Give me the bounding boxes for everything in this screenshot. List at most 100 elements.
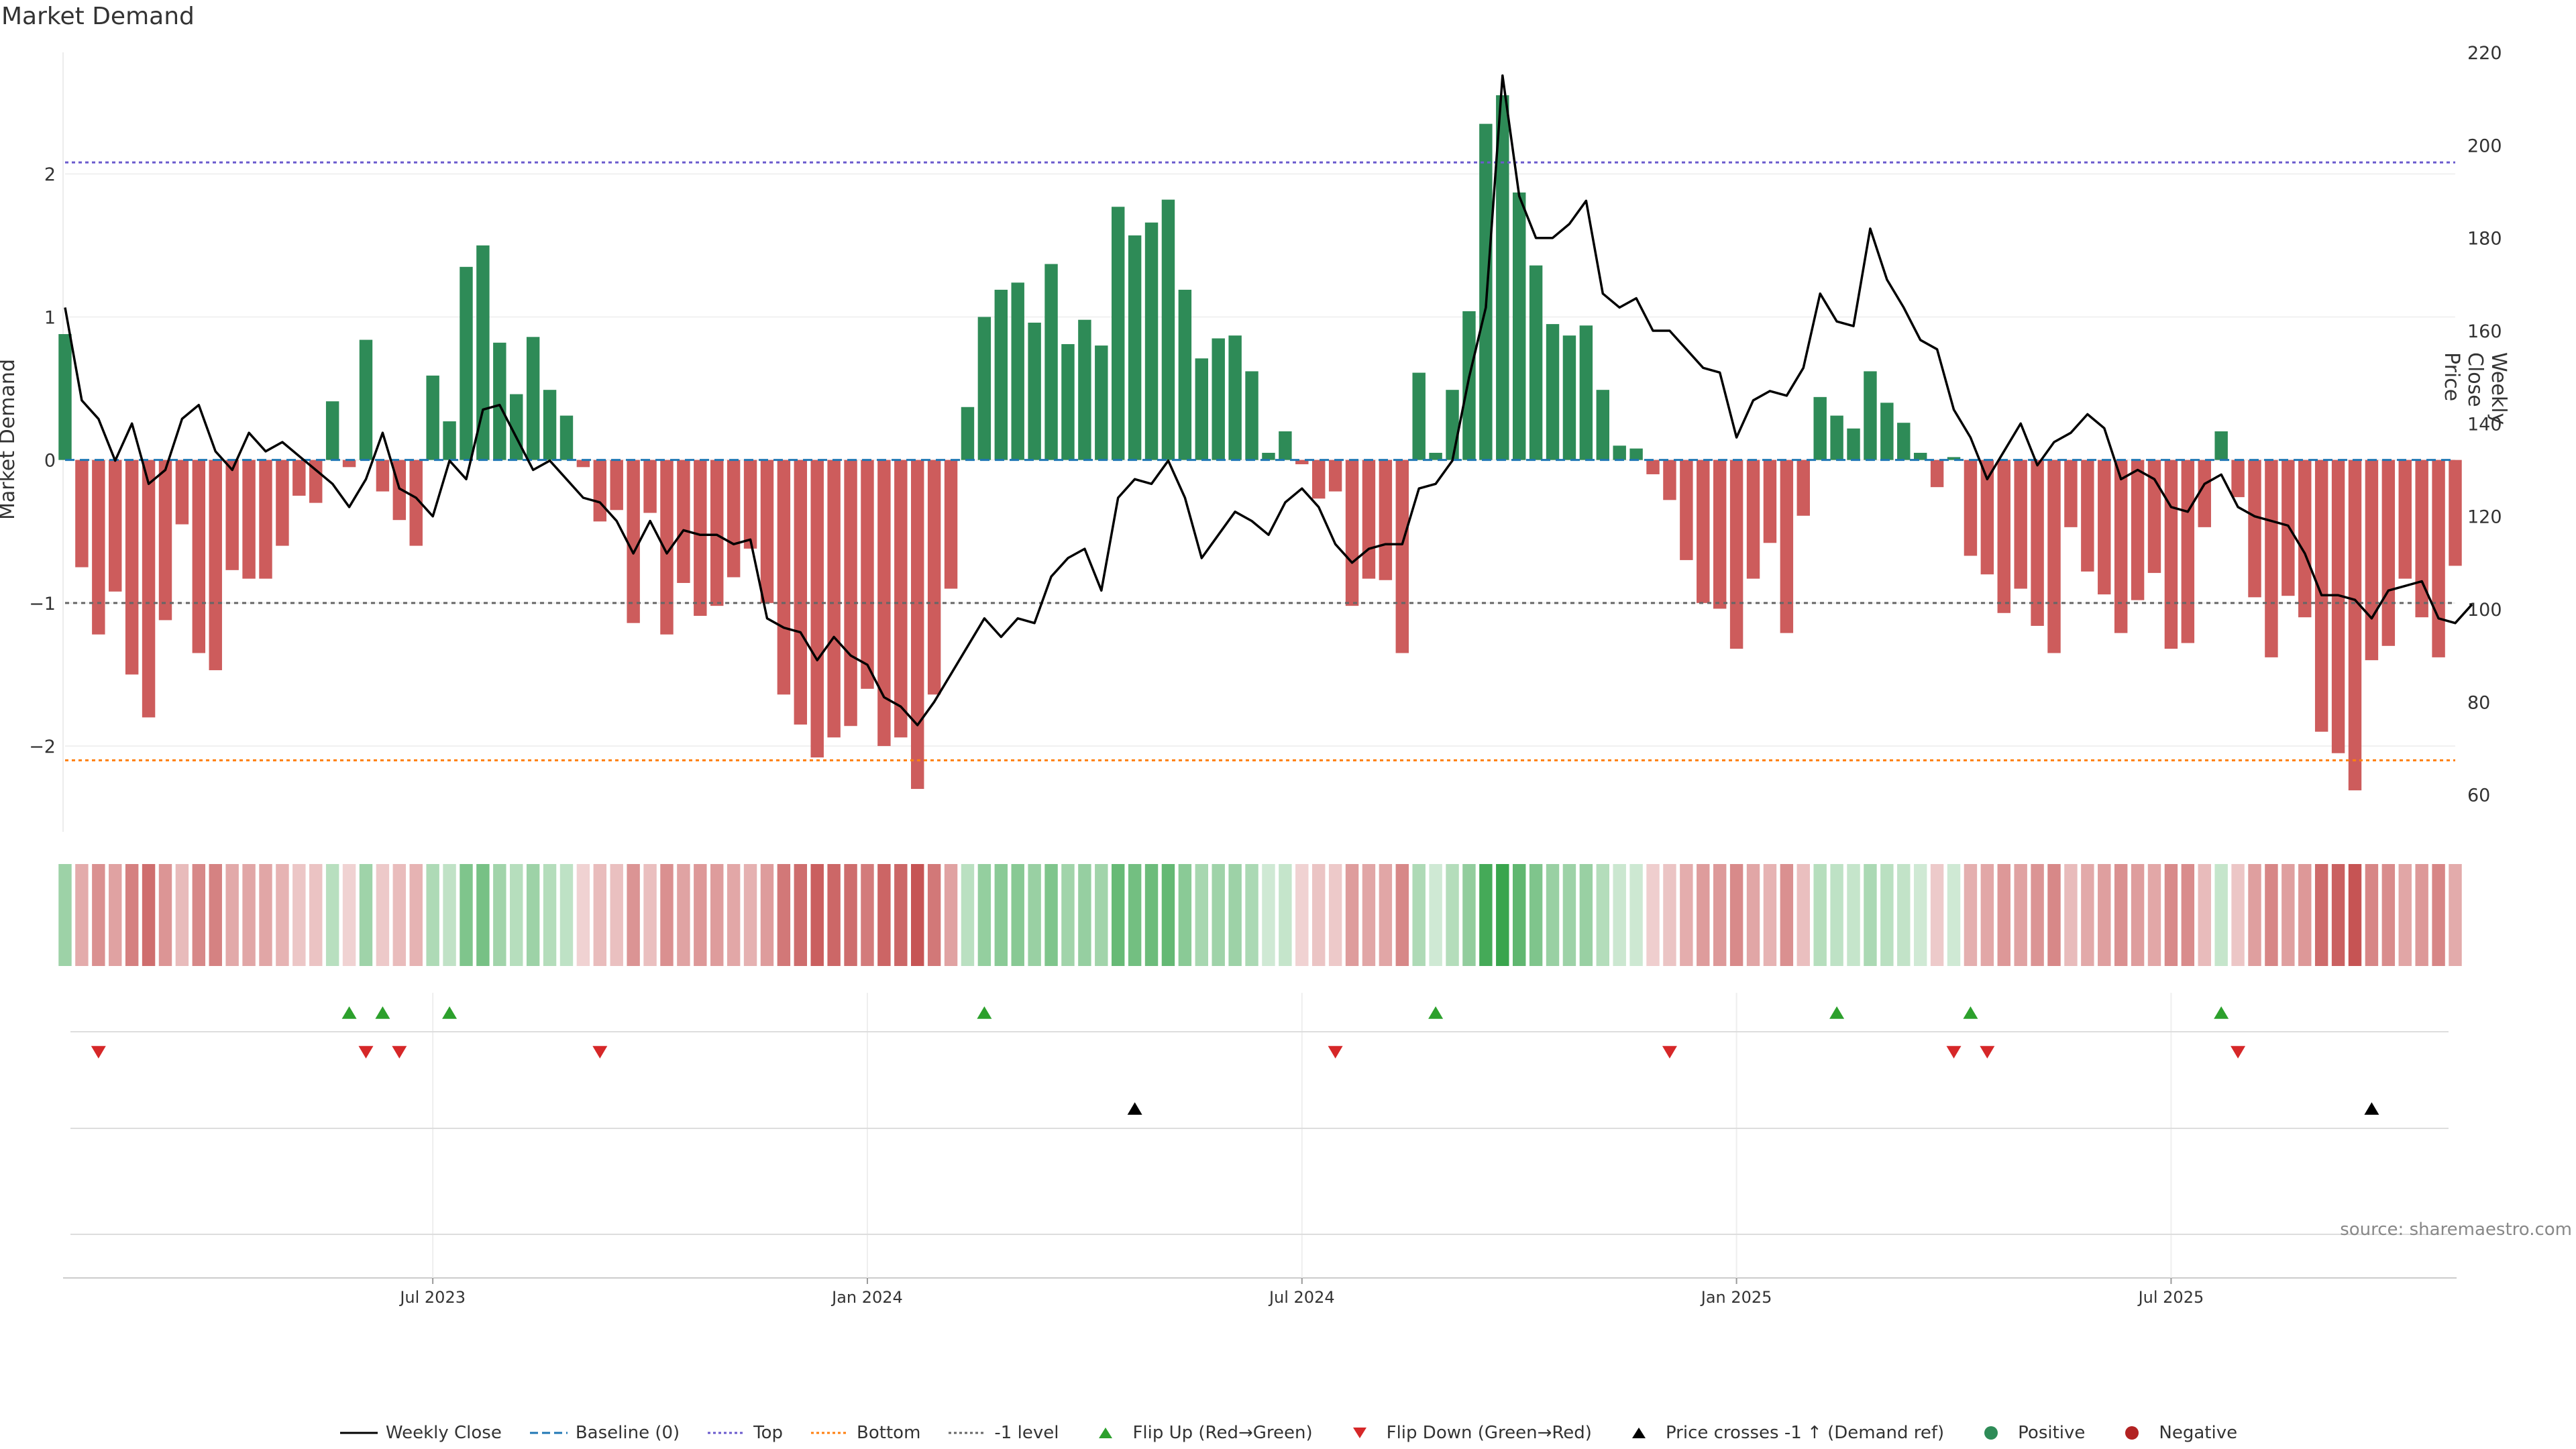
demand-heat-cell (559, 864, 574, 966)
demand-bar (1161, 199, 1175, 460)
demand-bar (2298, 460, 2312, 618)
demand-heat-cell (1446, 864, 1459, 966)
demand-heat-cell (2164, 864, 2178, 966)
demand-bar (276, 460, 289, 546)
x-tick-label: Jan 2025 (1700, 1288, 1772, 1307)
demand-heat-cell (510, 864, 523, 966)
demand-bar (175, 460, 189, 525)
demand-bar (1997, 460, 2010, 613)
demand-heat-cell (359, 864, 373, 966)
demand-heat-cell (2365, 864, 2379, 966)
demand-bar (58, 334, 72, 460)
demand-bar (660, 460, 674, 635)
demand-heat-cell (844, 864, 857, 966)
demand-heat-cell (827, 864, 841, 966)
demand-bar (1262, 452, 1275, 460)
demand-heat-cell (1596, 864, 1609, 966)
legend-item: Baseline (0) (529, 1423, 680, 1443)
demand-heat-cell (1930, 864, 1944, 966)
legend-symbol-icon (1352, 1428, 1366, 1438)
demand-heat-cell (1496, 864, 1509, 966)
demand-heat-cell (877, 864, 891, 966)
demand-bar (225, 460, 239, 570)
demand-heat-cell (1830, 864, 1843, 966)
demand-bar (559, 415, 574, 460)
demand-heat-cell (1847, 864, 1860, 966)
flip-down-marker (1946, 1046, 1962, 1059)
flip-down-marker (592, 1046, 608, 1059)
demand-heat-cell (1212, 864, 1225, 966)
demand-bar (810, 460, 824, 758)
demand-bar (1245, 371, 1258, 460)
demand-heat-cell (209, 864, 222, 966)
demand-bar (1011, 282, 1024, 460)
y2-tick-label: 100 (2467, 600, 2502, 621)
legend-item: Top (706, 1423, 783, 1443)
demand-bar (376, 460, 390, 492)
demand-heat-cell (1646, 864, 1660, 966)
demand-heat-cell (58, 864, 72, 966)
demand-bar (1697, 460, 1710, 603)
demand-bar (2432, 460, 2445, 657)
demand-bar (1228, 335, 1242, 460)
demand-bar (2449, 460, 2462, 566)
demand-bar (2098, 460, 2111, 595)
y2-tick-label: 220 (2467, 43, 2502, 64)
demand-heat-cell (911, 864, 924, 966)
demand-heat-cell (2114, 864, 2128, 966)
demand-heat-cell (1044, 864, 1058, 966)
legend-label: Baseline (0) (575, 1422, 680, 1443)
demand-bar (1078, 319, 1091, 460)
demand-heat-cell (743, 864, 757, 966)
demand-heat-cell (2031, 864, 2044, 966)
demand-heat-cell (2181, 864, 2195, 966)
legend-symbol-icon (1099, 1428, 1113, 1438)
demand-bar (75, 460, 89, 568)
demand-bar (2331, 460, 2345, 753)
demand-bar (1028, 322, 1041, 460)
demand-bar (1128, 235, 1142, 460)
demand-bar (961, 407, 975, 460)
demand-heat-cell (1997, 864, 2010, 966)
demand-heat-cell (660, 864, 674, 966)
demand-heat-cell (292, 864, 306, 966)
demand-bar (1713, 460, 1727, 609)
demand-heat-cell (1078, 864, 1091, 966)
demand-bar (359, 339, 373, 460)
demand-heat-cell (1395, 864, 1409, 966)
demand-heat-cell (259, 864, 272, 966)
demand-heat-cell (643, 864, 657, 966)
demand-heat-cell (175, 864, 189, 966)
demand-heat-cell (1311, 864, 1326, 966)
demand-heat-cell (2331, 864, 2345, 966)
demand-heat-cell (1279, 864, 1292, 966)
demand-heat-cell (2198, 864, 2211, 966)
demand-bar (627, 460, 640, 623)
legend-item: Bottom (810, 1423, 920, 1443)
demand-bar (1496, 95, 1509, 460)
demand-heat-cell (1663, 864, 1676, 966)
legend-item: Positive (1971, 1423, 2085, 1443)
demand-heat-cell (426, 864, 439, 966)
demand-heat-cell (994, 864, 1008, 966)
demand-bar (526, 337, 540, 460)
demand-bar (142, 460, 156, 718)
demand-heat-cell (2081, 864, 2094, 966)
legend-item: -1 level (947, 1423, 1059, 1443)
demand-heat-cell (2131, 864, 2145, 966)
y-tick-label: −1 (29, 594, 56, 614)
demand-bar (2147, 460, 2161, 574)
demand-bar (1395, 460, 1409, 653)
demand-heat-cell (794, 864, 808, 966)
demand-bar (794, 460, 808, 725)
demand-heat-cell (2214, 864, 2228, 966)
demand-bar (1830, 415, 1843, 460)
demand-heat-cell (677, 864, 690, 966)
y-tick-label: 2 (44, 164, 56, 185)
demand-heat-cell (2098, 864, 2111, 966)
demand-heat-cell (2248, 864, 2261, 966)
demand-heat-cell (1512, 864, 1526, 966)
demand-heat-cell (1295, 864, 1309, 966)
demand-heat-cell (1613, 864, 1626, 966)
demand-bar (1295, 460, 1309, 465)
